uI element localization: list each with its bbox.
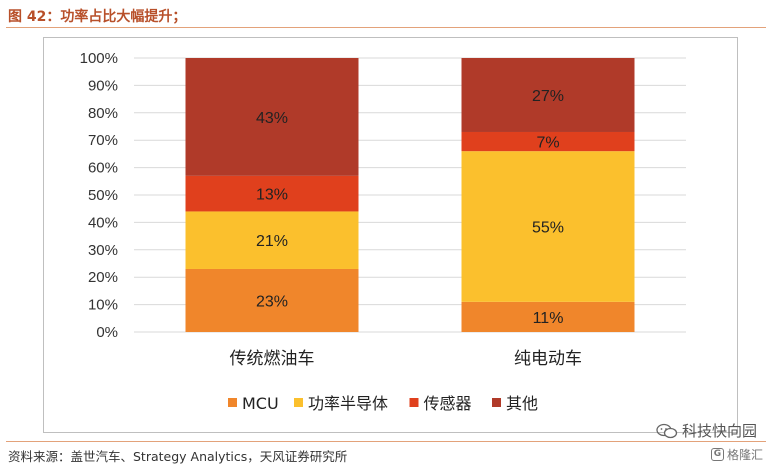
data-label: 43%	[256, 110, 288, 127]
bar-segment	[461, 301, 635, 332]
bar-segment	[461, 131, 635, 152]
bottom-divider	[6, 441, 766, 442]
y-tick-label: 80%	[88, 105, 118, 122]
data-label: 23%	[256, 293, 288, 310]
data-label: 21%	[256, 233, 288, 250]
bar-segment	[185, 268, 359, 332]
y-tick-label: 90%	[88, 77, 118, 94]
wechat-icon	[656, 423, 678, 438]
y-tick-label: 50%	[88, 187, 118, 204]
legend-label: 其他	[506, 394, 538, 413]
legend-label: MCU	[242, 394, 279, 413]
source-note: 资料来源：盖世汽车、Strategy Analytics，天风证券研究所	[8, 449, 348, 464]
data-label: 13%	[256, 187, 288, 204]
data-label: 7%	[536, 135, 559, 152]
top-divider	[6, 27, 766, 28]
y-tick-label: 0%	[96, 324, 118, 341]
legend-label: 功率半导体	[308, 394, 388, 413]
x-tick-label: 传统燃油车	[230, 349, 315, 369]
y-tick-label: 70%	[88, 132, 118, 149]
y-tick-label: 100%	[80, 50, 118, 67]
y-tick-label: 30%	[88, 242, 118, 259]
chart-frame	[43, 37, 738, 433]
bar-segment	[461, 58, 635, 132]
legend-swatch	[492, 398, 501, 407]
data-label: 11%	[533, 310, 564, 327]
watermark: 科技快向园	[656, 420, 757, 441]
watermark-sub-text: 格隆汇	[726, 448, 763, 462]
data-label: 55%	[532, 220, 564, 237]
legend-label: 传感器	[424, 394, 472, 413]
watermark-text: 科技快向园	[681, 422, 757, 440]
bar-segment	[185, 58, 359, 176]
data-label: 27%	[532, 88, 564, 105]
legend-swatch	[409, 398, 419, 407]
watermark-sub: G 格隆汇	[710, 446, 763, 463]
y-tick-label: 40%	[88, 214, 118, 231]
bar-segment	[461, 151, 635, 302]
legend-swatch	[294, 398, 303, 407]
x-tick-label: 纯电动车	[514, 349, 582, 369]
y-tick-label: 60%	[88, 160, 118, 177]
gelonghui-icon: G	[710, 448, 724, 461]
y-tick-label: 10%	[88, 297, 118, 314]
legend-swatch	[228, 398, 237, 407]
bar-segment	[185, 175, 359, 212]
bar-segment	[185, 211, 359, 269]
y-tick-label: 20%	[88, 269, 118, 286]
figure-title: 图 42：功率占比大幅提升；	[8, 9, 187, 25]
